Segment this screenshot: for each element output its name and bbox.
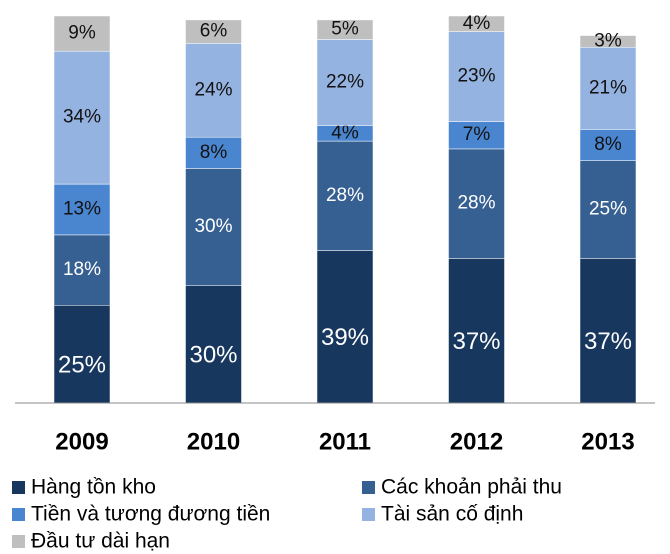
- legend-label: Tài sản cố định: [381, 503, 523, 526]
- value-label: 24%: [194, 79, 232, 100]
- value-label: 3%: [594, 30, 622, 51]
- bar-segment: [579, 47, 637, 130]
- value-label: 9%: [68, 23, 96, 44]
- legend-label: Tiền và tương đương tiền: [31, 503, 270, 526]
- value-label: 8%: [200, 142, 228, 163]
- value-label: 23%: [457, 66, 495, 87]
- x-tick-label: 2012: [450, 428, 503, 455]
- legend-label: Các khoản phải thu: [381, 476, 562, 499]
- value-label: 21%: [589, 77, 627, 98]
- legend-swatch: [12, 481, 25, 494]
- x-tick-label: 2009: [55, 428, 108, 455]
- bar-segment: [53, 50, 111, 185]
- value-label: 5%: [331, 19, 359, 40]
- value-label: 30%: [194, 216, 232, 237]
- bar-segment: [579, 258, 637, 404]
- bar-segment: [316, 19, 374, 40]
- value-label: 28%: [326, 185, 364, 206]
- bar-segment: [579, 160, 637, 259]
- bar-segment: [53, 305, 111, 404]
- value-label: 37%: [452, 328, 500, 355]
- value-label: 34%: [63, 107, 101, 128]
- bar-segment: [579, 35, 637, 48]
- value-label: 39%: [321, 324, 369, 351]
- value-label: 6%: [200, 21, 228, 42]
- value-label: 13%: [63, 199, 101, 220]
- bar-segment: [316, 39, 374, 126]
- bar-segment: [448, 148, 505, 259]
- bar-segment: [448, 258, 505, 404]
- bar-segment: [448, 31, 505, 122]
- value-label: 25%: [58, 351, 106, 378]
- bar-segment: [185, 285, 242, 404]
- bar-segment: [53, 234, 111, 306]
- bar-segment: [316, 140, 374, 251]
- value-label: 28%: [457, 193, 495, 214]
- bar-segment: [185, 168, 242, 286]
- value-label: 37%: [584, 328, 632, 355]
- value-label: 4%: [463, 13, 491, 34]
- value-label: 4%: [331, 122, 359, 143]
- legend-label: Hàng tồn kho: [31, 476, 156, 499]
- legend-swatch: [12, 535, 25, 548]
- value-label: 30%: [189, 342, 237, 369]
- value-label: 22%: [326, 71, 364, 92]
- x-tick-label: 2010: [187, 428, 240, 455]
- legend-swatch: [362, 481, 375, 494]
- legend-swatch: [362, 508, 375, 521]
- bar-segment: [579, 129, 637, 161]
- bar-segment: [53, 15, 111, 52]
- bar-segment: [185, 19, 242, 44]
- value-label: 7%: [463, 124, 491, 145]
- value-label: 8%: [594, 134, 622, 155]
- bar-segment: [185, 136, 242, 169]
- bar-segment: [316, 250, 374, 404]
- bar-segment: [185, 43, 242, 138]
- value-label: 18%: [63, 259, 101, 280]
- bar-segment: [448, 15, 505, 32]
- bar-segment: [448, 121, 505, 150]
- value-label: 25%: [589, 199, 627, 220]
- legend-label: Đầu tư dài hạn: [31, 530, 170, 553]
- x-tick-label: 2011: [319, 428, 371, 455]
- legend-swatch: [12, 508, 25, 521]
- x-tick-label: 2013: [581, 428, 634, 455]
